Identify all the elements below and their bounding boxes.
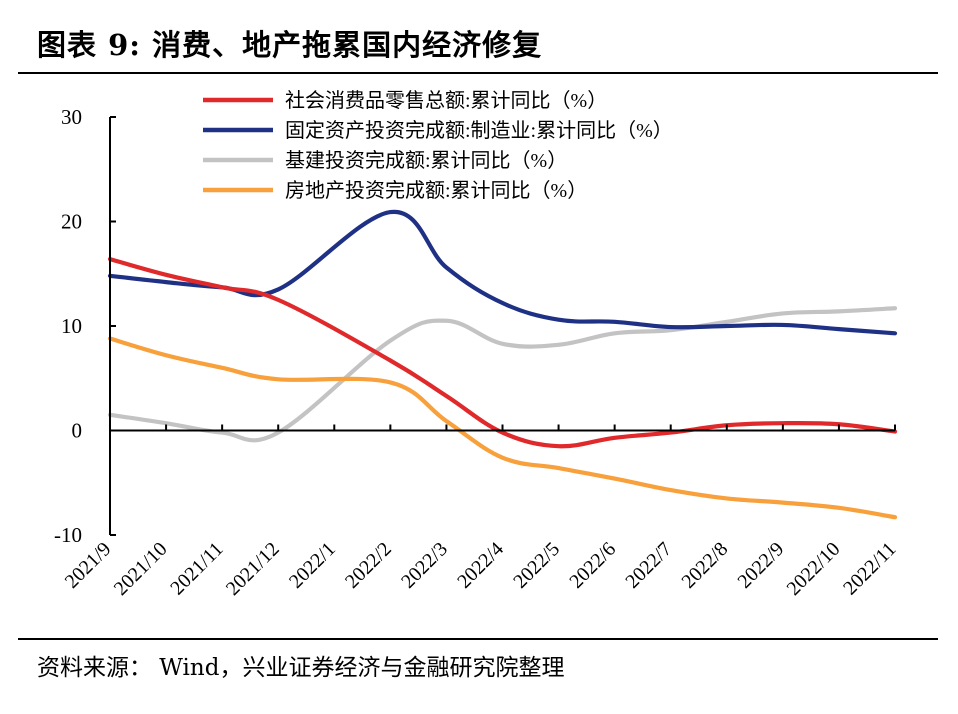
x-tick-label: 2022/7 [621, 538, 676, 593]
x-tick-label: 2022/3 [397, 538, 452, 593]
figure-title: 图表 9: 消费、地产拖累国内经济修复 [37, 28, 543, 62]
x-tick-label: 2022/11 [839, 538, 900, 599]
source-divider [18, 638, 938, 640]
y-tick-label: 30 [61, 105, 82, 129]
y-tick-label: -10 [54, 523, 82, 547]
x-tick-label: 2022/8 [677, 538, 732, 593]
x-tick-label: 2022/1 [285, 538, 340, 593]
y-tick-label: 20 [61, 210, 82, 234]
x-tick-label: 2022/6 [565, 538, 620, 593]
title-divider [18, 72, 938, 74]
series-line-1 [107, 257, 898, 449]
x-tick-label: 2022/5 [509, 538, 564, 593]
y-tick-label: 10 [61, 314, 82, 338]
x-tick-label: 2022/9 [734, 538, 789, 593]
series-layer [107, 209, 898, 520]
x-tick-label: 2021/12 [222, 538, 284, 600]
legend-label-3: 基建投资完成额:累计同比（%） [285, 149, 567, 172]
legend-label-4: 房地产投资完成额:累计同比（%） [285, 179, 587, 202]
x-tick-label: 2022/4 [453, 538, 508, 593]
x-tick-label: 2021/11 [166, 538, 227, 599]
source-note: 资料来源： Wind，兴业证券经济与金融研究院整理 [37, 655, 565, 681]
x-tick-label: 2022/10 [783, 538, 845, 600]
legend-label-1: 社会消费品零售总额:累计同比（%） [285, 89, 607, 112]
x-tick-label: 2021/10 [110, 538, 172, 600]
series-line-4 [107, 336, 898, 520]
chart-legend: 社会消费品零售总额:累计同比（%） 固定资产投资完成额:制造业:累计同比（%） 基建… [203, 89, 673, 202]
y-tick-label: 0 [72, 419, 83, 443]
x-tick-label: 2022/2 [341, 538, 396, 593]
series-line-3 [107, 306, 898, 443]
legend-label-2: 固定资产投资完成额:制造业:累计同比（%） [285, 119, 673, 142]
